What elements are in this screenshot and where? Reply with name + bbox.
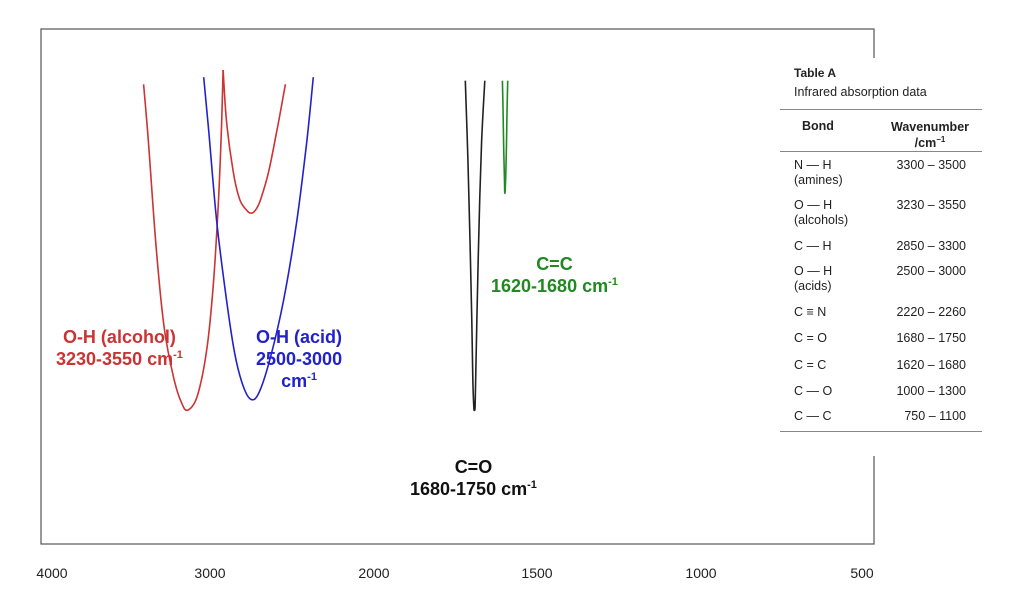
table-top-rule [780, 109, 982, 110]
series-line-o-h-alcohol-shoulder [222, 69, 287, 215]
table-cell-wavenumber: 1680 – 1750 [896, 331, 966, 345]
table-header-rule [780, 151, 982, 152]
table-cell-wavenumber: 2500 – 3000 [896, 264, 966, 278]
x-tick-label: 1000 [685, 565, 716, 581]
table-cell-wavenumber: 1620 – 1680 [896, 358, 966, 372]
label-oh-acid-title: O-H (acid) [256, 327, 343, 347]
label-co: C=O 1680-1750 cm-1 [410, 456, 537, 500]
table-cell-wavenumber: 2220 – 2260 [896, 305, 966, 319]
label-oh-acid-range: 2500-3000 [256, 349, 343, 369]
table-cell-wavenumber: 1000 – 1300 [896, 384, 966, 398]
label-oh-acid: O-H (acid) 2500-3000 cm-1 [256, 326, 342, 392]
table-cell-bond-note: (acids) [794, 279, 832, 293]
series-line-o-h-alcohol [142, 69, 224, 412]
series-line-o-h-acid [202, 77, 315, 401]
table-cell-bond: C ≡ N [794, 305, 827, 319]
x-axis-ticks: 4000 3000 2000 1500 1000 500 [36, 565, 873, 581]
table-cell-wavenumber: 3230 – 3550 [896, 198, 966, 212]
series-line-c-o [464, 80, 486, 412]
table-cell-bond-note: (amines) [794, 173, 843, 187]
table-header-bond: Bond [802, 119, 834, 133]
infrared-data-table: Table A Infrared absorption data Bond Wa… [776, 58, 1008, 456]
table-cell-bond: O — H (alcohols) [794, 198, 849, 227]
series-line-c-c [501, 80, 509, 195]
table-cell-bond: C — H [794, 239, 832, 253]
series-layer [142, 69, 509, 412]
label-oh-acid-unit: cm-1 [281, 371, 317, 391]
label-cc-title: C=C [536, 254, 573, 274]
table-cell-bond-note: (alcohols) [794, 213, 849, 227]
table-subtitle: Infrared absorption data [794, 85, 927, 99]
label-co-range: 1680-1750 cm-1 [410, 479, 537, 499]
x-tick-label: 1500 [521, 565, 552, 581]
label-co-title: C=O [454, 457, 493, 477]
x-tick-label: 4000 [36, 565, 67, 581]
table-header-wavenumber: Wavenumber /cm−1 [890, 120, 970, 150]
table-cell-bond: C = C [794, 358, 827, 372]
table-cell-wavenumber: 2850 – 3300 [896, 239, 966, 253]
label-cc-range: 1620-1680 cm-1 [491, 276, 618, 296]
label-oh-alcohol-title: O-H (alcohol) [62, 327, 176, 347]
table-cell-bond: O — H (acids) [794, 264, 833, 293]
table-cell-bond: C — O [794, 384, 833, 398]
label-oh-alcohol-range: 3230-3550 cm-1 [56, 349, 183, 369]
table-bottom-rule [780, 431, 982, 432]
table-cell-bond: C = O [794, 331, 827, 345]
label-cc: C=C 1620-1680 cm-1 [491, 253, 618, 297]
x-tick-label: 3000 [194, 565, 225, 581]
table-title: Table A [794, 66, 837, 80]
x-tick-label: 500 [850, 565, 874, 581]
table-cell-wavenumber: 3300 – 3500 [896, 158, 966, 172]
label-oh-alcohol: O-H (alcohol) 3230-3550 cm-1 [56, 326, 183, 370]
x-tick-label: 2000 [358, 565, 389, 581]
table-cell-wavenumber: 750 – 1100 [904, 409, 966, 423]
table-cell-bond: N — H (amines) [794, 158, 843, 187]
table-cell-bond: C — C [794, 409, 832, 423]
